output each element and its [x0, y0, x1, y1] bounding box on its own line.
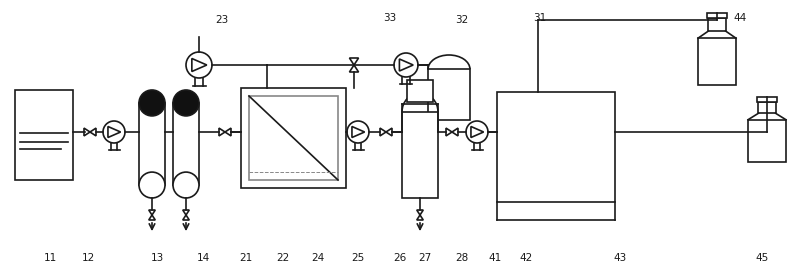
Text: 13: 13	[150, 253, 164, 263]
Polygon shape	[350, 58, 358, 65]
Bar	[706, 13, 727, 18]
Text: 28: 28	[455, 253, 469, 263]
Polygon shape	[352, 127, 365, 137]
Text: 42: 42	[519, 253, 533, 263]
Bar	[748, 120, 786, 162]
Bar	[407, 80, 433, 102]
Bar	[173, 103, 199, 185]
Text: 43: 43	[614, 253, 626, 263]
Bar	[249, 96, 338, 180]
Text: 14: 14	[196, 253, 210, 263]
Polygon shape	[471, 127, 483, 137]
Circle shape	[466, 121, 488, 143]
Text: 12: 12	[82, 253, 94, 263]
Polygon shape	[149, 210, 155, 215]
Polygon shape	[446, 128, 452, 136]
Bar	[497, 92, 615, 202]
Bar	[139, 103, 165, 185]
Circle shape	[394, 53, 418, 77]
Text: 32: 32	[455, 15, 469, 25]
Polygon shape	[84, 128, 90, 136]
Text: 31: 31	[534, 13, 546, 23]
Bar	[241, 88, 346, 188]
Text: 45: 45	[755, 253, 769, 263]
Text: 25: 25	[351, 253, 365, 263]
Polygon shape	[192, 59, 206, 72]
Polygon shape	[219, 128, 225, 136]
Text: 41: 41	[488, 253, 502, 263]
Polygon shape	[417, 210, 423, 215]
Polygon shape	[225, 128, 231, 136]
Text: 21: 21	[239, 253, 253, 263]
Text: 33: 33	[383, 13, 397, 23]
Text: 26: 26	[394, 253, 406, 263]
Text: 11: 11	[43, 253, 57, 263]
Ellipse shape	[173, 172, 199, 198]
Text: 22: 22	[276, 253, 290, 263]
Ellipse shape	[139, 172, 165, 198]
Polygon shape	[452, 128, 458, 136]
Polygon shape	[380, 128, 386, 136]
Polygon shape	[417, 215, 423, 220]
Text: 44: 44	[734, 13, 746, 23]
Polygon shape	[399, 59, 413, 71]
Circle shape	[103, 121, 125, 143]
Circle shape	[186, 52, 212, 78]
Bar	[757, 97, 778, 102]
Bar	[428, 69, 470, 120]
Ellipse shape	[139, 90, 165, 116]
Bar	[402, 112, 438, 198]
Polygon shape	[149, 215, 155, 220]
Polygon shape	[182, 210, 190, 215]
Polygon shape	[90, 128, 96, 136]
Text: 23: 23	[215, 15, 229, 25]
Polygon shape	[108, 127, 121, 137]
Polygon shape	[350, 65, 358, 72]
Text: 24: 24	[311, 253, 325, 263]
Circle shape	[347, 121, 369, 143]
Bar	[15, 90, 73, 180]
Polygon shape	[182, 215, 190, 220]
Ellipse shape	[173, 90, 199, 116]
Polygon shape	[386, 128, 392, 136]
Bar	[758, 102, 775, 113]
Bar	[709, 18, 726, 31]
Bar	[698, 38, 736, 85]
Text: 27: 27	[418, 253, 432, 263]
